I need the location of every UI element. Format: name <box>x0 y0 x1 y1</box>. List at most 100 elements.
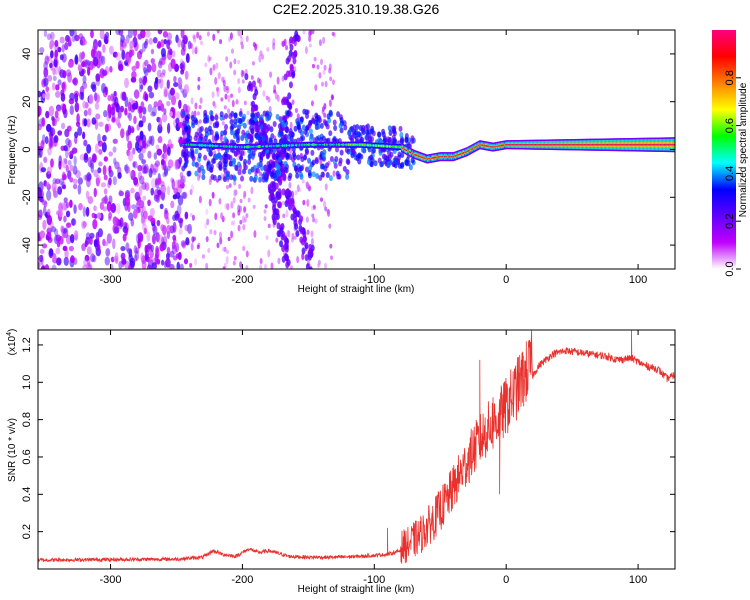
spectrogram-cell <box>225 85 229 91</box>
colorbar-label: Normalized spectral amplitude <box>738 82 749 217</box>
spectrogram-cell <box>138 49 144 55</box>
carrier-core <box>579 143 581 146</box>
carrier-core <box>531 143 533 146</box>
spectrogram-cell <box>288 111 293 118</box>
carrier-core <box>403 148 405 150</box>
spectrogram-cell <box>232 175 237 182</box>
spectrogram-cell <box>244 73 249 81</box>
spectrogram-cell <box>284 245 289 253</box>
spectrogram-cell <box>268 105 272 113</box>
carrier-core <box>411 152 413 154</box>
carrier-core <box>230 145 233 148</box>
carrier-core <box>331 143 333 146</box>
spectrogram-cell <box>334 155 339 162</box>
carrier-core <box>288 144 290 147</box>
carrier-core <box>429 157 431 160</box>
carrier-core <box>278 144 280 147</box>
carrier-core <box>207 144 210 147</box>
spectrogram-cell <box>252 164 257 171</box>
carrier-core <box>584 143 586 146</box>
spectrogram-cell <box>249 175 254 182</box>
carrier-core <box>255 145 257 148</box>
spectrogram-cell <box>104 123 109 133</box>
carrier-core <box>355 143 358 146</box>
spectrogram-cell <box>151 234 156 245</box>
spectrogram-cell <box>190 152 195 159</box>
y-tick-label: -40 <box>21 237 33 253</box>
carrier-core <box>544 143 546 146</box>
carrier-core <box>499 144 502 147</box>
spectrogram-cell <box>51 264 57 269</box>
spectrogram-cell <box>198 119 202 124</box>
spectrogram-cell <box>294 190 298 196</box>
spectrogram-cell <box>250 112 255 119</box>
spectrogram-cell <box>78 203 83 211</box>
spectrogram-cell <box>171 178 176 190</box>
spectrogram-cell <box>285 57 290 65</box>
spectrogram-cell <box>183 84 190 95</box>
carrier-core <box>637 143 639 146</box>
carrier-core <box>303 144 305 146</box>
snr-y-label: SNR (10 * v/v) <box>7 418 18 482</box>
spectrogram-cell <box>182 151 187 158</box>
spectrogram-cell <box>347 129 352 136</box>
spectrogram-cell <box>287 230 291 238</box>
carrier-core <box>338 143 340 146</box>
carrier-core <box>537 143 540 146</box>
spectrogram-cell <box>278 201 283 209</box>
carrier-core <box>283 144 285 147</box>
spectrogram-cell <box>308 243 313 251</box>
spectrogram-cell <box>191 236 195 243</box>
spectrogram-cell <box>250 128 255 135</box>
carrier-core <box>377 144 379 147</box>
carrier-core <box>431 157 434 159</box>
carrier-core <box>325 143 327 146</box>
spectrogram-cell <box>74 55 79 65</box>
spectrogram-cell <box>291 99 295 105</box>
spectrogram-cell <box>183 36 188 45</box>
carrier-core <box>588 143 590 146</box>
spectrogram-cell <box>148 168 153 178</box>
carrier-core <box>307 143 309 146</box>
carrier-core <box>309 143 312 146</box>
carrier-core <box>298 144 301 146</box>
spectrogram-cell <box>57 186 63 195</box>
carrier-core <box>423 157 425 159</box>
spectrogram-cell <box>310 230 314 238</box>
spectrogram-cell <box>211 191 215 199</box>
spectrogram-cell <box>259 264 263 269</box>
carrier-core <box>545 143 547 146</box>
spectrogram-cell <box>214 153 219 160</box>
carrier-core <box>337 143 339 146</box>
carrier-core <box>299 144 301 146</box>
carrier-core <box>252 145 255 148</box>
spectrogram-cell <box>222 157 227 164</box>
carrier-core <box>461 152 464 155</box>
carrier-core <box>416 154 418 157</box>
spectrogram-cell <box>62 245 68 252</box>
spectrogram-cell <box>107 95 112 102</box>
carrier-core <box>599 143 601 146</box>
spectrogram-cell <box>146 242 152 250</box>
spectrogram-cell <box>181 39 186 50</box>
spectrogram-cell <box>163 165 169 175</box>
carrier-core <box>259 145 261 148</box>
carrier-core <box>673 143 675 146</box>
spectrogram-cell <box>173 187 178 195</box>
spectrogram-cell <box>141 205 146 213</box>
spectrogram-cell <box>237 30 241 37</box>
spectrogram-cell <box>306 157 311 164</box>
spectrogram-cell <box>189 42 193 49</box>
spectrogram-cell <box>298 187 302 192</box>
spectrogram-cell <box>135 135 141 143</box>
carrier-core <box>414 153 416 156</box>
spectrogram-cell <box>323 102 327 110</box>
spectrogram-cell <box>288 102 293 110</box>
carrier-core <box>457 154 460 156</box>
spectrogram-cell <box>167 47 172 56</box>
carrier-core <box>544 143 547 146</box>
carrier-core <box>315 143 317 146</box>
carrier-core <box>489 145 491 148</box>
spectrogram-cell <box>61 44 65 53</box>
spectrogram-cell <box>97 167 102 174</box>
